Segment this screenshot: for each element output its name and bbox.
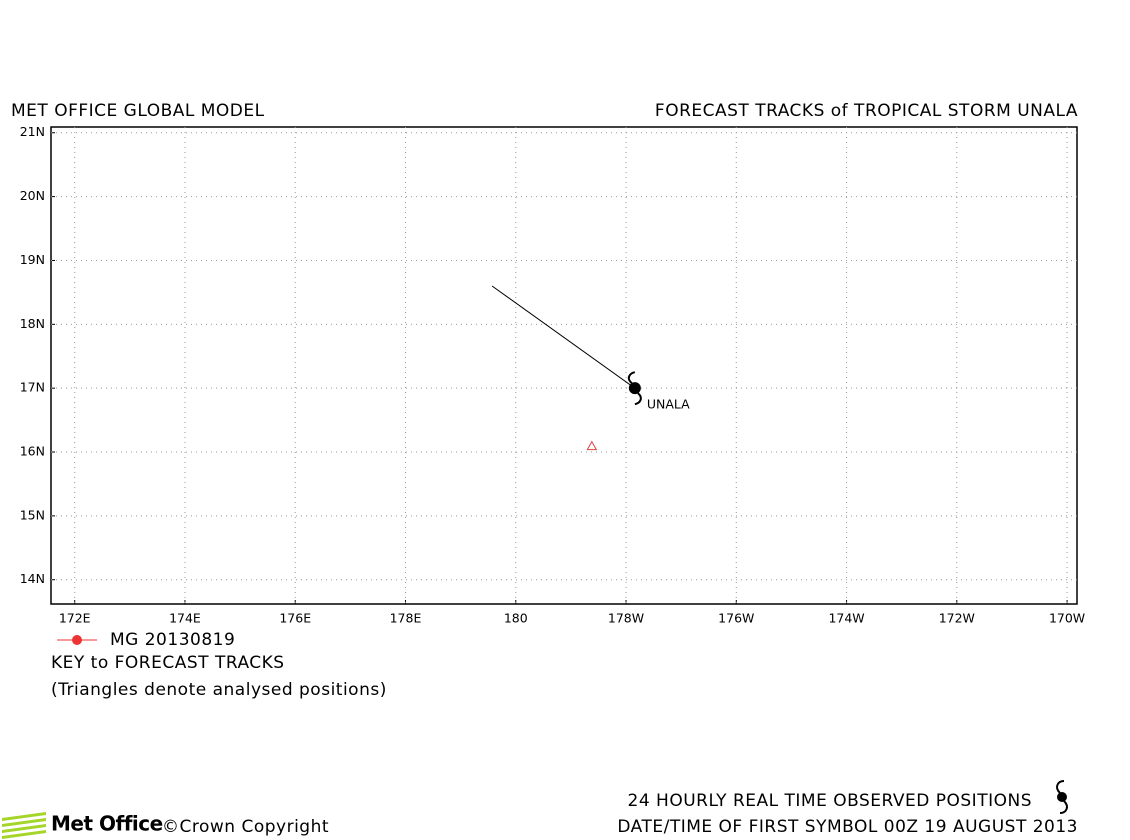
y-tick-label: 15N: [20, 507, 45, 522]
storm-label: UNALA: [647, 397, 690, 412]
footer-line2: DATE/TIME OF FIRST SYMBOL 00Z 19 AUGUST …: [617, 817, 1078, 837]
y-tick-label: 14N: [20, 571, 45, 586]
x-tick-label: 176E: [279, 611, 311, 626]
title-right: FORECAST TRACKS of TROPICAL STORM UNALA: [655, 101, 1078, 121]
x-tick-label: 170W: [1049, 611, 1085, 626]
x-tick-label: 180: [504, 611, 528, 626]
footer-storm-icon: [1056, 780, 1068, 814]
x-tick-label: 176W: [718, 611, 754, 626]
x-tick-label: 172W: [939, 611, 975, 626]
storm-arms: [627, 371, 642, 406]
y-tick-label: 21N: [20, 124, 45, 139]
y-tick-label: 20N: [20, 188, 45, 203]
x-tick-label: 172E: [59, 611, 91, 626]
storm-symbol: [627, 371, 642, 406]
y-tick-label: 17N: [20, 380, 45, 395]
x-tick-label: 174W: [828, 611, 864, 626]
legend-marker: [72, 635, 82, 645]
footer-line1: 24 HOURLY REAL TIME OBSERVED POSITIONS: [628, 791, 1032, 811]
plot-frame: [50, 126, 1078, 605]
storm-core: [628, 382, 641, 395]
x-tick-label: 178W: [608, 611, 644, 626]
key-note: (Triangles denote analysed positions): [51, 680, 387, 700]
met-office-logo: [2, 812, 46, 839]
copyright: ©Crown Copyright: [162, 817, 329, 837]
y-tick-label: 19N: [20, 252, 45, 267]
legend-label: MG 20130819: [110, 630, 235, 650]
title-left: MET OFFICE GLOBAL MODEL: [11, 101, 265, 121]
x-tick-label: 178E: [390, 611, 422, 626]
x-tick-label: 174E: [169, 611, 201, 626]
key-title: KEY to FORECAST TRACKS: [51, 653, 285, 673]
analysed-triangle: [586, 440, 598, 451]
y-tick-label: 18N: [20, 316, 45, 331]
logo-text: Met Office: [51, 812, 163, 836]
y-tick-label: 16N: [20, 444, 45, 459]
track-line: [491, 285, 636, 389]
